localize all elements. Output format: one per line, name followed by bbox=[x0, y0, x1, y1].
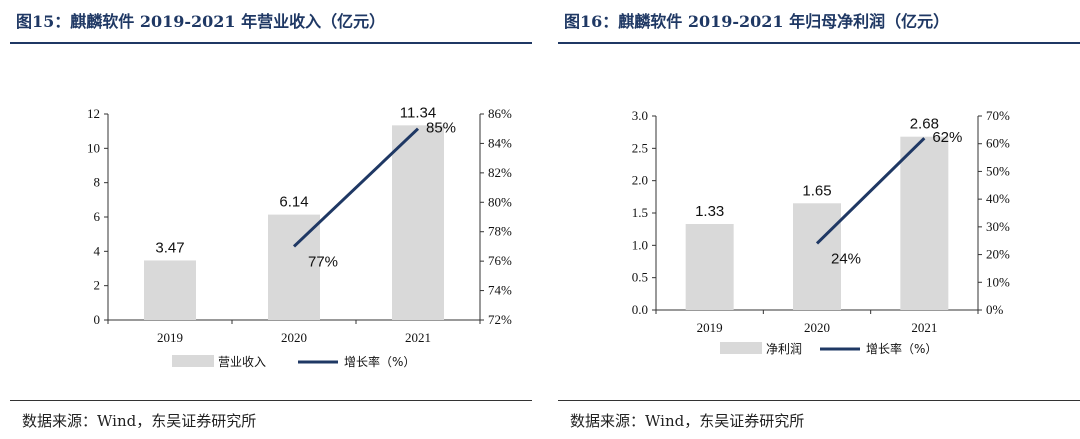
y-right-tick-label: 72% bbox=[488, 312, 512, 327]
x-tick-label: 2020 bbox=[281, 330, 307, 345]
y-left-tick-label: 2 bbox=[94, 278, 101, 293]
y-right-tick-label: 70% bbox=[986, 108, 1010, 123]
source-note: 数据来源：Wind，东吴证券研究所 bbox=[570, 412, 805, 430]
y-right-tick-label: 74% bbox=[488, 283, 512, 298]
source-rule bbox=[10, 400, 532, 401]
y-left-tick-label: 12 bbox=[87, 106, 100, 121]
x-tick-label: 2019 bbox=[697, 320, 723, 335]
y-right-tick-label: 50% bbox=[986, 163, 1010, 178]
y-right-tick-label: 10% bbox=[986, 274, 1010, 289]
y-left-tick-label: 0.0 bbox=[632, 302, 648, 317]
y-right-tick-label: 86% bbox=[488, 106, 512, 121]
y-right-tick-label: 20% bbox=[986, 247, 1010, 262]
y-left-tick-label: 0.5 bbox=[632, 270, 648, 285]
legend-bar-label: 营业收入 bbox=[218, 355, 266, 369]
y-right-tick-label: 82% bbox=[488, 165, 512, 180]
figure-title: 图15：麒麟软件 2019-2021 年营业收入（亿元） bbox=[16, 12, 386, 31]
legend-bar-swatch bbox=[720, 342, 762, 354]
y-left-tick-label: 10 bbox=[87, 140, 100, 155]
y-right-tick-label: 78% bbox=[488, 224, 512, 239]
bar-data-label: 1.65 bbox=[802, 182, 831, 199]
line-data-label: 62% bbox=[932, 129, 962, 146]
legend-bar-swatch bbox=[172, 355, 214, 367]
title-rule bbox=[10, 42, 532, 44]
bar-data-label: 1.33 bbox=[695, 203, 724, 220]
bar bbox=[685, 223, 734, 310]
legend-bar-label: 净利润 bbox=[766, 342, 802, 356]
figure-title: 图16：麒麟软件 2019-2021 年归母净利润（亿元） bbox=[564, 12, 950, 31]
legend-line-label: 增长率（%） bbox=[866, 341, 937, 356]
y-left-tick-label: 3.0 bbox=[632, 108, 648, 123]
y-right-tick-label: 60% bbox=[986, 136, 1010, 151]
y-left-tick-label: 6 bbox=[94, 209, 101, 224]
bar-data-label: 11.34 bbox=[400, 104, 436, 121]
y-right-tick-label: 0% bbox=[986, 302, 1004, 317]
revenue-chart: 0 2 4 6 8 10 12 72% 74% 76% 78% 80% 82% 84% 86% 2019 202… bbox=[87, 104, 512, 369]
growth-line bbox=[815, 137, 926, 245]
y-right-tick-label: 30% bbox=[986, 219, 1010, 234]
net-profit-chart: 0.0 0.5 1.0 1.5 2.0 2.5 3.0 0% 10% 20% 30% 40% 50% 60… bbox=[632, 108, 1010, 356]
x-tick-label: 2021 bbox=[405, 330, 431, 345]
bar bbox=[144, 260, 196, 320]
x-tick-label: 2019 bbox=[157, 330, 183, 345]
bar bbox=[793, 203, 841, 310]
y-left-tick-label: 1.5 bbox=[632, 205, 648, 220]
y-left-tick-label: 0 bbox=[94, 312, 101, 327]
y-left-tick-label: 8 bbox=[94, 175, 101, 190]
source-rule bbox=[558, 400, 1080, 401]
bar bbox=[900, 136, 949, 310]
x-tick-label: 2020 bbox=[804, 320, 830, 335]
title-rule bbox=[558, 42, 1080, 44]
figure-15-panel: 图15：麒麟软件 2019-2021 年营业收入（亿元） 0 2 4 6 8 10 12 72… bbox=[10, 0, 532, 439]
y-left-tick-label: 2.5 bbox=[632, 140, 648, 155]
line-data-label: 24% bbox=[831, 250, 861, 267]
bar bbox=[268, 214, 320, 320]
y-right-tick-label: 40% bbox=[986, 191, 1010, 206]
source-note: 数据来源：Wind，东吴证券研究所 bbox=[22, 412, 257, 430]
x-tick-label: 2021 bbox=[911, 320, 937, 335]
bar-data-label: 3.47 bbox=[155, 239, 184, 256]
y-right-tick-label: 76% bbox=[488, 253, 512, 268]
line-data-label: 77% bbox=[308, 253, 338, 270]
line-data-label: 85% bbox=[426, 120, 456, 137]
growth-line bbox=[292, 127, 420, 248]
y-left-tick-label: 2.0 bbox=[632, 173, 648, 188]
y-left-tick-label: 1.0 bbox=[632, 237, 648, 252]
y-right-tick-label: 84% bbox=[488, 135, 512, 150]
bar bbox=[392, 125, 444, 320]
bar-data-label: 6.14 bbox=[279, 194, 308, 211]
y-right-tick-label: 80% bbox=[488, 194, 512, 209]
y-left-tick-label: 4 bbox=[94, 243, 101, 258]
bar-data-label: 2.68 bbox=[910, 116, 939, 133]
figure-16-panel: 图16：麒麟软件 2019-2021 年归母净利润（亿元） 0.0 0.5 1.0 1… bbox=[558, 0, 1080, 439]
legend-line-label: 增长率（%） bbox=[344, 354, 415, 369]
